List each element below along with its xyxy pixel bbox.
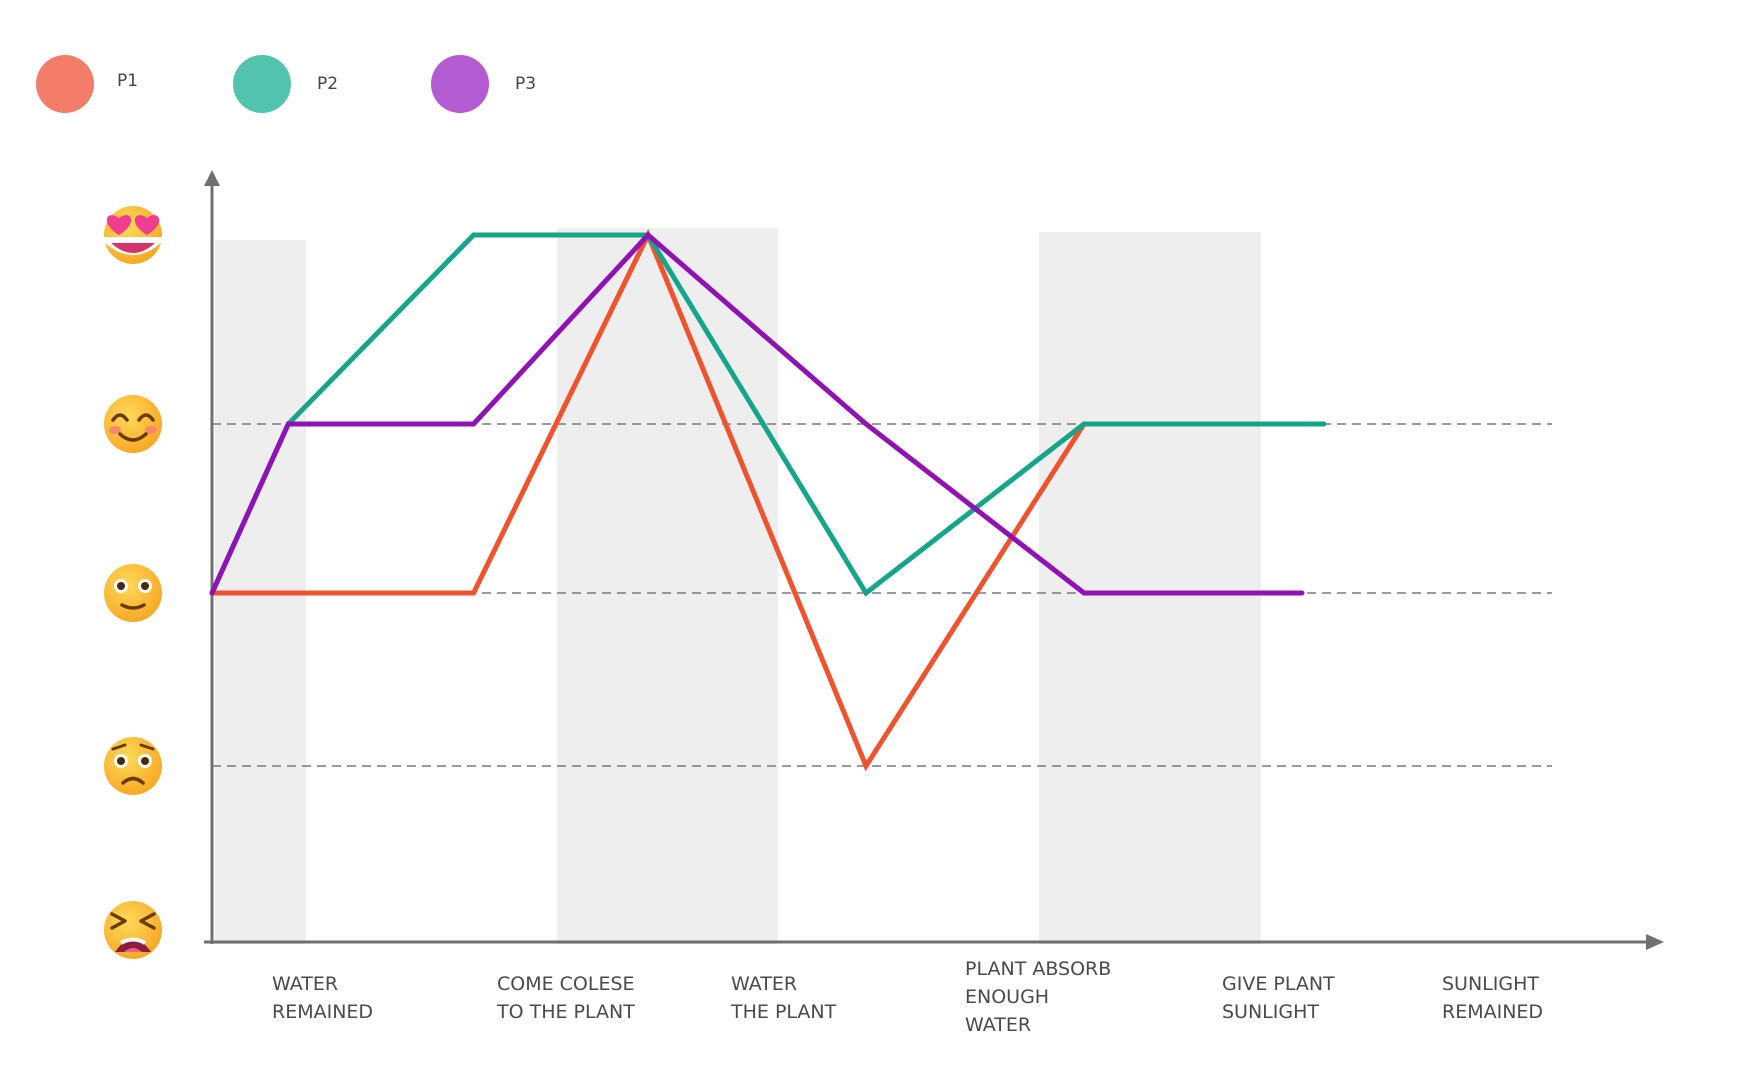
highlight-band-3 [1039,232,1261,944]
x-axis-arrow-icon [1646,934,1664,950]
legend-swatch-p1 [36,55,94,113]
legend-item-p3: P3 [431,55,536,113]
y-axis-emoji-icons [99,206,167,959]
legend-item-p2: P2 [233,55,338,113]
smiling-face-icon [104,395,162,453]
x-tick-label-6: SUNLIGHT REMAINED [1442,973,1543,1023]
legend-label-p2: P2 [317,74,338,94]
x-tick-label-4: PLANT ABSORB ENOUGH WATER [965,958,1111,1036]
x-tick-label-2: COME COLESE TO THE PLANT [496,973,635,1023]
legend-item-p1: P1 [36,55,138,113]
worried-face-icon [104,737,162,795]
x-axis-tick-labels: WATER REMAINED COME COLESE TO THE PLANT WATE… [272,958,1543,1036]
legend-label-p1: P1 [117,71,138,91]
y-axis-arrow-icon [204,170,220,186]
heart-eyes-face-icon [99,206,167,264]
x-tick-label-1: WATER REMAINED [272,973,373,1023]
x-tick-label-5: GIVE PLANT SUNLIGHT [1222,973,1335,1023]
axes [204,170,1664,950]
series-line-p3 [209,231,1305,596]
series-lines [209,228,1327,772]
legend-swatch-p2 [233,55,291,113]
highlight-band-2 [557,228,778,944]
neutral-face-icon [104,564,162,622]
legend-swatch-p3 [431,55,489,113]
tired-face-icon [104,901,162,959]
legend: P1 P2 P3 [36,55,536,113]
grid-lines [212,423,1552,767]
x-tick-label-3: WATER THE PLANT [730,973,837,1023]
legend-label-p3: P3 [515,74,536,94]
